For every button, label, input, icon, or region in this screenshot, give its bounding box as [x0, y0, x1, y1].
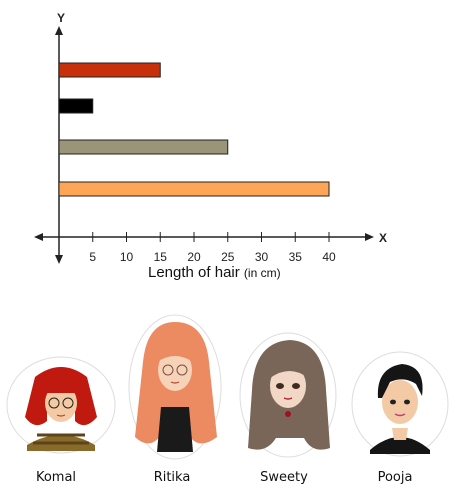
x-tick-label-5: 30	[255, 250, 269, 264]
person-name-komal: Komal	[35, 470, 77, 485]
x-tick-label-0: 5	[89, 250, 96, 264]
ritika-portrait	[128, 314, 222, 460]
x-tick-label-6: 35	[289, 250, 303, 264]
x-axis-letter: X	[379, 231, 387, 245]
x-axis-title-text: Length of hair	[148, 264, 240, 281]
x-tick-label-2: 15	[154, 250, 168, 264]
hair-length-chart: X Y 5 10 15 20 25 30 35 40	[34, 11, 387, 264]
x-tick-label-3: 20	[187, 250, 201, 264]
y-axis-letter: Y	[57, 11, 65, 25]
bar-1	[58, 98, 94, 114]
x-axis-arrow-right	[365, 233, 374, 241]
y-axis-arrow-up	[55, 26, 63, 35]
x-tick-label-1: 10	[120, 250, 134, 264]
x-axis-title-unit: (in cm)	[243, 266, 281, 280]
x-tick-label-7: 40	[322, 250, 336, 264]
komal-portrait	[6, 356, 116, 454]
bar-0	[58, 62, 161, 78]
x-axis-title: Length of hair (in cm)	[148, 264, 281, 281]
person-name-pooja: Pooja	[377, 470, 413, 485]
bar-3	[58, 181, 330, 197]
sweety-portrait	[239, 332, 337, 458]
person-name-sweety: Sweety	[260, 470, 308, 485]
y-axis-arrow-down	[55, 255, 63, 264]
x-tick-label-4: 25	[221, 250, 235, 264]
bar-2	[58, 139, 229, 155]
pooja-portrait	[351, 351, 449, 457]
person-name-ritika: Ritika	[153, 470, 191, 485]
x-axis-arrow-left	[34, 233, 43, 241]
